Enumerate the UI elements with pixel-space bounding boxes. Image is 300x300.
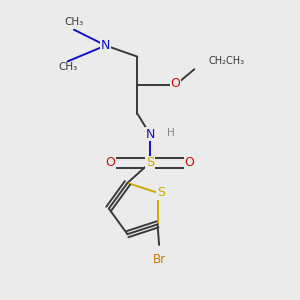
Text: O: O [184,156,194,169]
Text: S: S [146,156,154,169]
Text: CH₃: CH₃ [64,17,84,27]
Text: O: O [106,156,116,169]
Text: CH₂CH₃: CH₂CH₃ [208,56,245,66]
Text: S: S [157,186,165,199]
Text: O: O [170,77,180,90]
Text: N: N [101,39,110,52]
Text: CH₃: CH₃ [58,62,77,72]
Text: Br: Br [152,253,166,266]
Text: H: H [167,128,175,138]
Text: N: N [145,128,155,141]
